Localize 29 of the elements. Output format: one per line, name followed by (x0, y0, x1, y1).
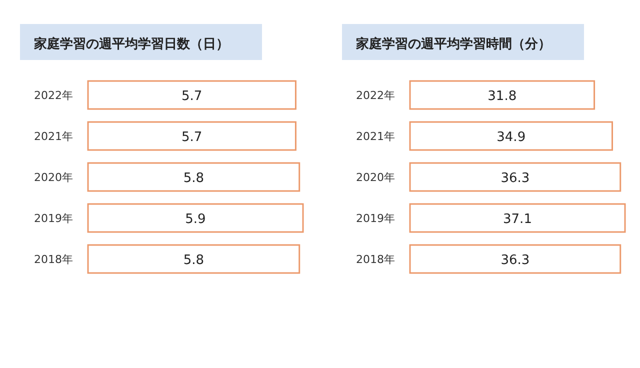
bar (409, 121, 613, 151)
bar (409, 244, 622, 274)
data-label: 5.8 (183, 171, 204, 186)
data-label: 37.1 (503, 212, 532, 227)
y-tick-label: 2020年 (356, 171, 395, 184)
y-tick-label: 2020年 (34, 171, 73, 184)
y-tick-label: 2019年 (34, 212, 73, 225)
data-label: 5.7 (182, 89, 202, 104)
data-label: 34.9 (496, 130, 526, 145)
y-tick-label: 2021年 (356, 130, 395, 143)
data-label: 5.9 (185, 212, 206, 227)
data-label: 36.3 (500, 171, 530, 186)
data-label: 5.7 (182, 130, 202, 145)
y-tick-label: 2018年 (34, 253, 73, 266)
y-tick-label: 2022年 (34, 89, 73, 102)
y-tick-label: 2019年 (356, 212, 395, 225)
data-label: 36.3 (500, 253, 530, 268)
bar (409, 203, 626, 233)
bar (409, 80, 596, 110)
title: 家庭学習の週平均学習時間（分） (342, 24, 584, 60)
y-tick-label: 2021年 (34, 130, 73, 143)
bar (409, 162, 622, 192)
y-tick-label: 2018年 (356, 253, 395, 266)
data-label: 31.8 (488, 89, 517, 104)
y-tick-label: 2022年 (356, 89, 395, 102)
title: 家庭学習の週平均学習日数（日） (20, 24, 262, 60)
data-label: 5.8 (183, 253, 204, 268)
chart-title: 家庭学習の週平均学習日数（日） (33, 36, 229, 52)
chart-title: 家庭学習の週平均学習時間（分） (355, 36, 551, 52)
